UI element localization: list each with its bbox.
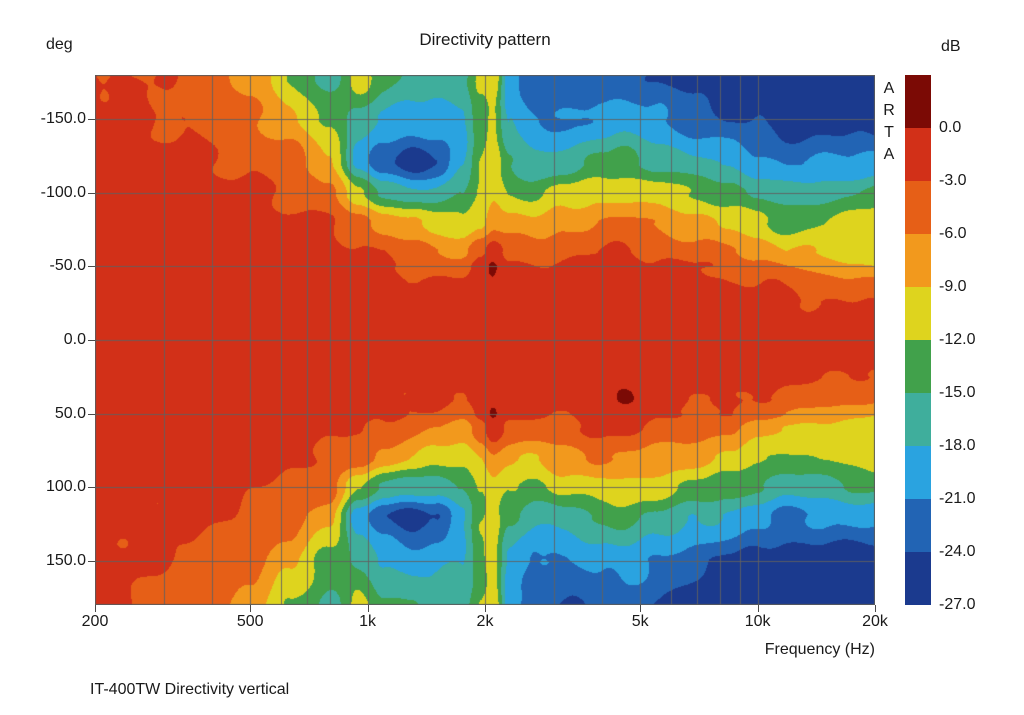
y-tick-label: 50.0 [54,404,86,422]
y-tick-mark [88,413,95,415]
arta-letter: A [883,80,895,97]
y-tick-mark [88,560,95,562]
colorbar-swatch [905,552,931,605]
colorbar-swatch [905,340,931,393]
x-axis-tick-marks [95,605,876,612]
x-tick-mark [367,605,369,612]
arta-letter: T [884,124,894,141]
colorbar-swatch [905,181,931,234]
y-tick-label: -150.0 [40,110,86,128]
arta-watermark: A R T A [879,78,899,166]
y-axis-tick-labels: -150.0 -100.0 -50.0 0.0 50.0 100.0 150.0 [0,75,86,605]
arta-letter: A [883,146,895,163]
page-title: Directivity pattern [419,30,551,49]
colorbar-tick-label: -15.0 [939,384,976,401]
colorbar-unit-label: dB [941,38,961,55]
y-axis-tick-marks [88,75,95,605]
y-tick-label: 100.0 [45,478,86,496]
directivity-heatmap [95,75,875,605]
x-tick-mark [485,605,486,612]
y-tick-mark [88,340,95,341]
colorbar-tick-label: -3.0 [939,172,967,189]
colorbar-tick-labels: 0.0 -3.0 -6.0 -9.0 -12.0 -15.0 -18.0 -21.0 -24.0… [939,75,999,613]
colorbar-tick-label: -9.0 [939,278,967,295]
x-tick-label: 500 [236,613,264,630]
colorbar [905,75,931,605]
colorbar-tick-label: -21.0 [939,490,976,507]
colorbar-swatch [905,393,931,446]
y-tick-mark [88,487,95,489]
x-tick-label: 20k [862,613,888,630]
y-tick-mark [88,119,95,121]
x-tick-label: 5k [631,613,649,630]
colorbar-swatch [905,234,931,287]
x-tick-mark [875,605,876,612]
x-tick-label: 200 [81,613,109,630]
x-tick-label: 2k [476,613,494,630]
y-tick-label: 150.0 [45,551,86,569]
x-tick-label: 10k [744,613,771,630]
x-tick-mark [250,605,252,612]
colorbar-swatch [905,75,931,128]
colorbar-swatch [905,128,931,181]
y-tick-mark [88,266,95,268]
y-tick-label: -50.0 [49,257,86,275]
x-tick-label: 1k [359,613,377,630]
colorbar-swatch [905,446,931,499]
y-tick-label: 0.0 [63,331,86,348]
colorbar-tick-label: -12.0 [939,331,976,348]
colorbar-tick-label: 0.0 [939,119,962,136]
colorbar-swatch [905,499,931,552]
arta-letter: R [883,102,895,119]
x-axis-label: Frequency (Hz) [764,641,875,658]
colorbar-tick-label: -27.0 [939,596,976,613]
y-tick-label: -100.0 [40,183,86,201]
colorbar-swatch [905,287,931,340]
chart-caption: IT-400TW Directivity vertical [90,681,290,698]
colorbar-tick-label: -18.0 [939,437,976,454]
plot-area [95,75,875,605]
colorbar-tick-label: -6.0 [939,225,967,242]
x-tick-mark [95,605,96,612]
y-tick-mark [88,192,95,194]
y-axis-unit-label: deg [46,36,73,53]
x-tick-mark [640,605,642,612]
colorbar-tick-label: -24.0 [939,543,976,560]
x-tick-mark [757,605,759,612]
x-axis-tick-labels: 200 500 1k 2k 5k 10k 20k [82,613,888,635]
